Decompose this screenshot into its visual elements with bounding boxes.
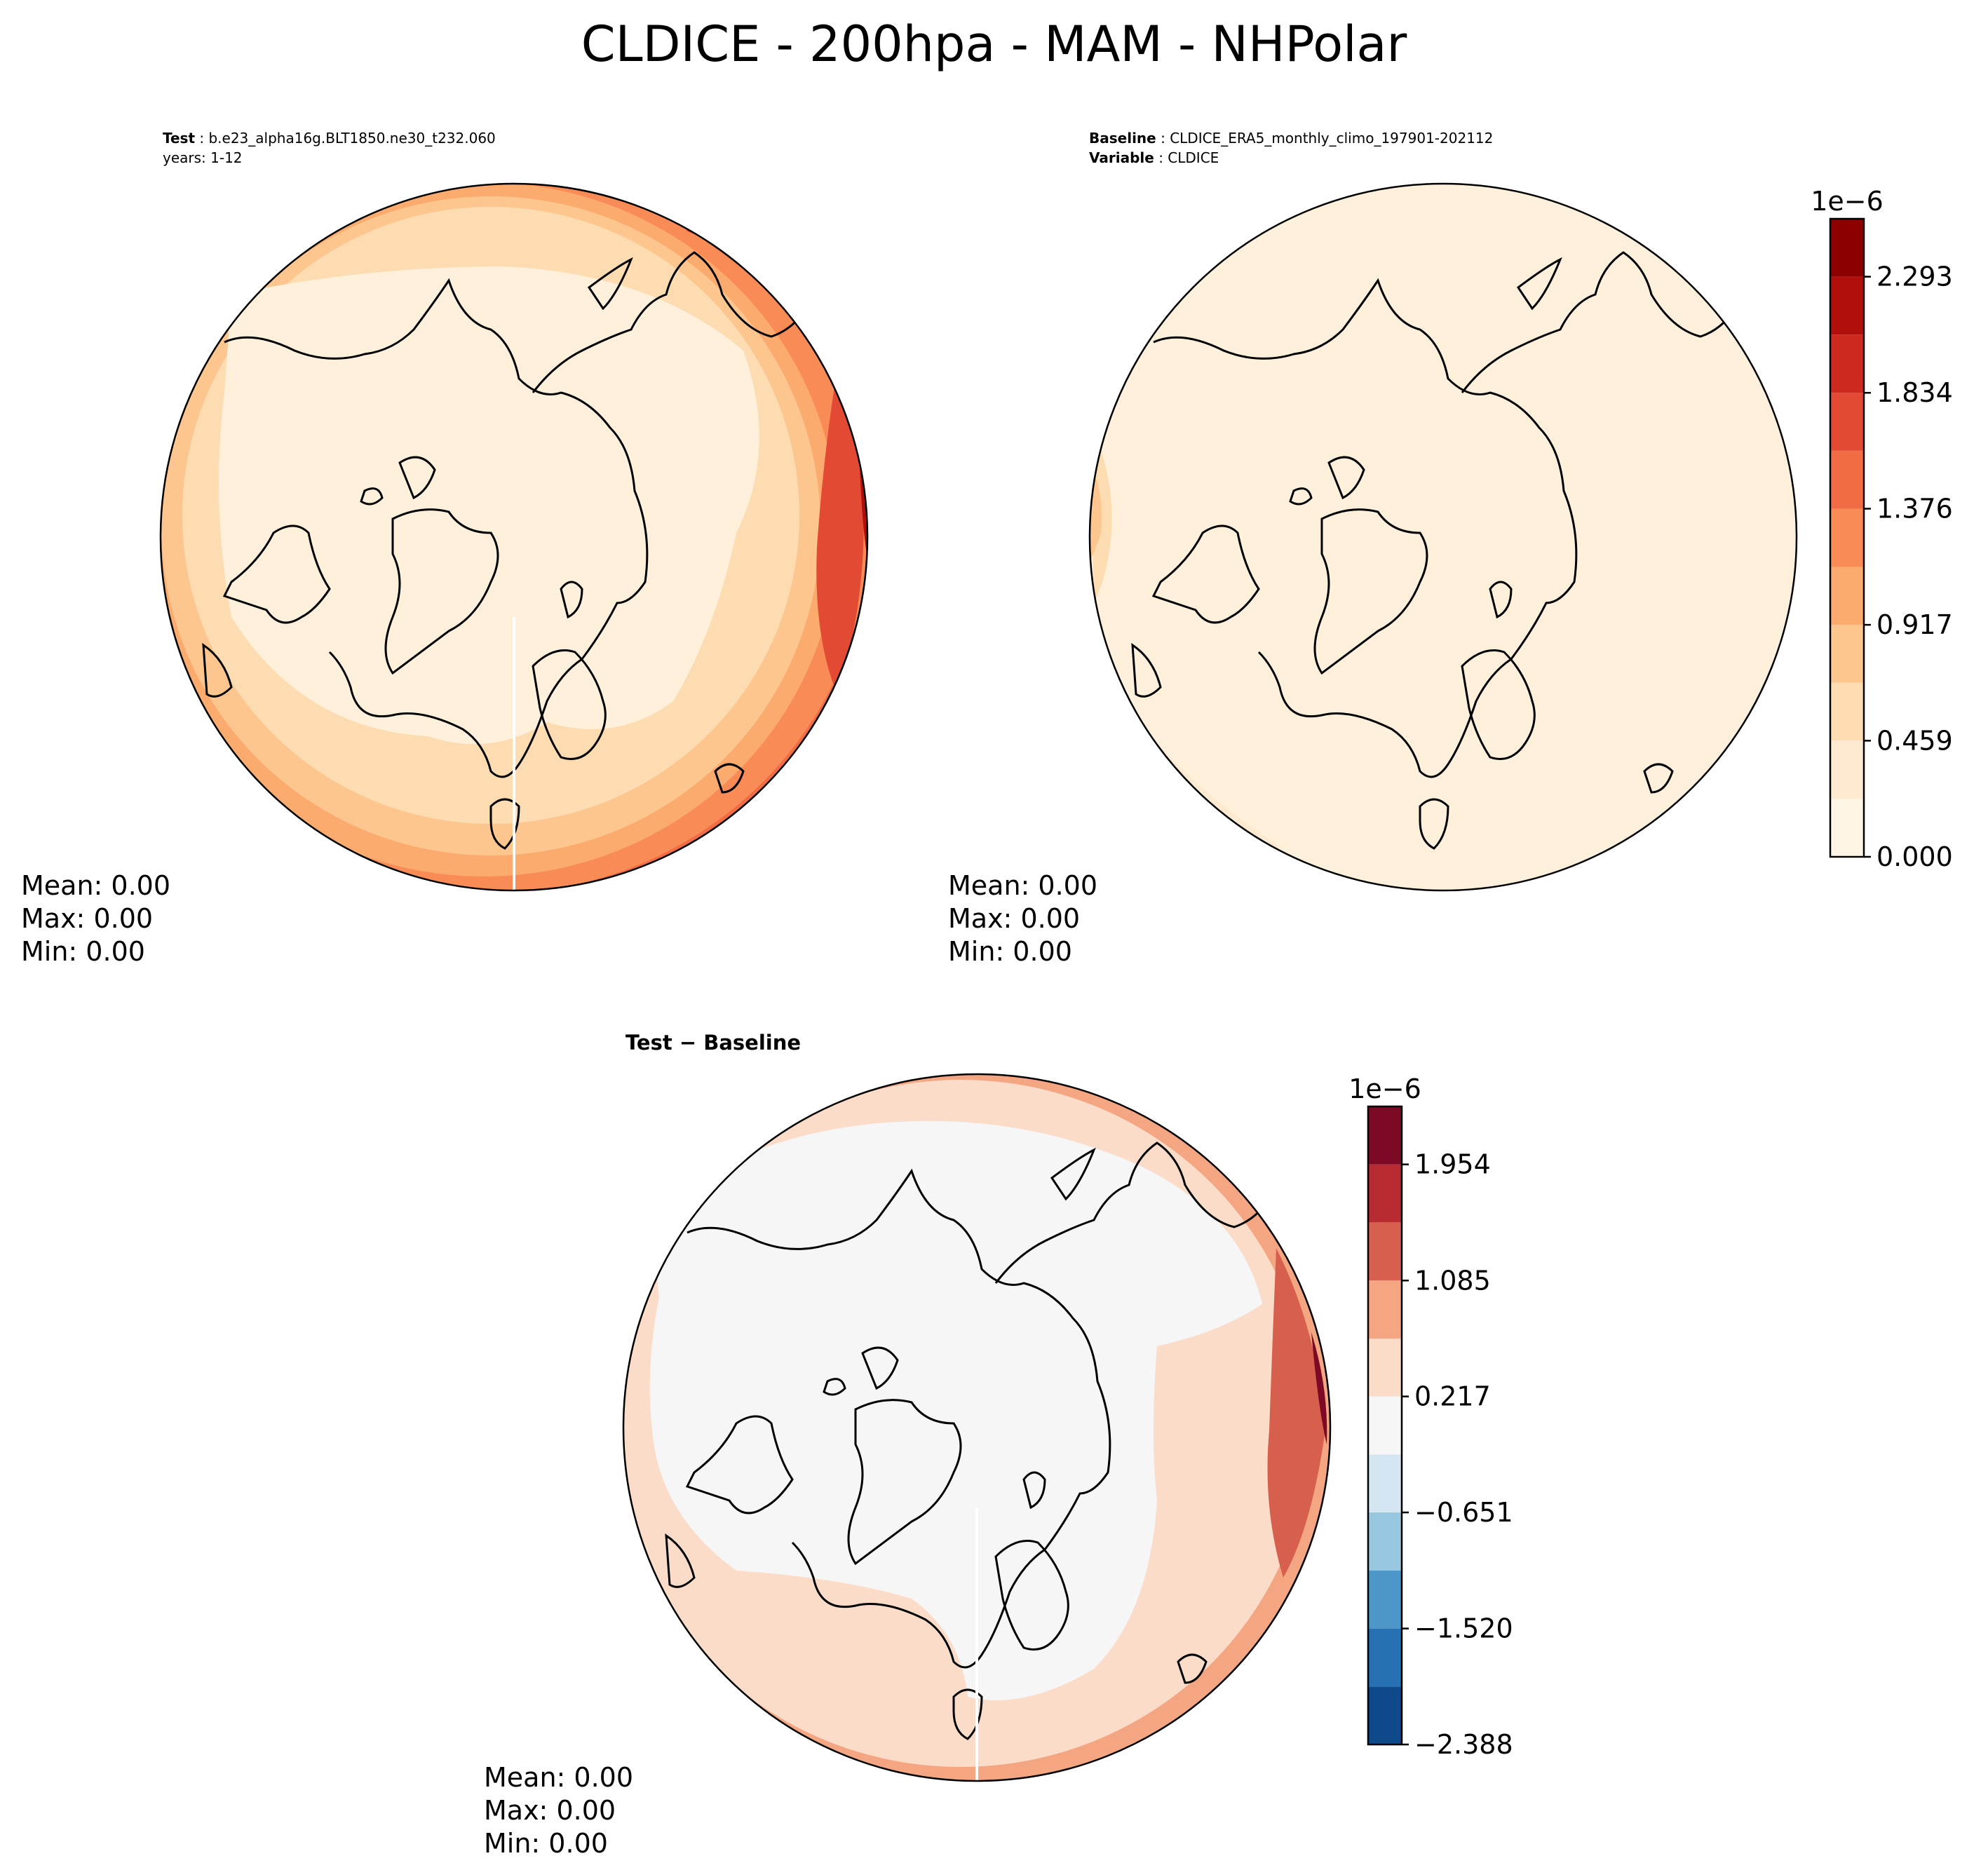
- test-colorbar: 0.000 0.459 0.917 1.376 1.834 2.293 1e−6: [1811, 186, 1953, 872]
- test-colorbar-segment: [1830, 219, 1864, 277]
- difference-colorbar-segment: [1368, 1164, 1402, 1223]
- test-colorbar-segment: [1830, 508, 1864, 567]
- difference-min: Min: 0.00: [484, 1828, 608, 1859]
- test-fill-inner: [219, 266, 759, 745]
- baseline-meta: Baseline : CLDICE_ERA5_monthly_climo_197…: [1089, 128, 1493, 168]
- difference-max: Max: 0.00: [484, 1795, 616, 1826]
- test-mean: Mean: 0.00: [21, 870, 171, 901]
- test-colorbar-tick-label: 0.917: [1877, 609, 1953, 640]
- chart-title: CLDICE - 200hpa - MAM - NHPolar: [581, 15, 1407, 73]
- baseline-mean: Mean: 0.00: [948, 870, 1098, 901]
- test-field: [161, 184, 867, 890]
- meta-sep: :: [195, 130, 209, 147]
- test-colorbar-tick-label: 0.000: [1877, 841, 1953, 872]
- difference-colorbar-tick-label: 1.085: [1414, 1265, 1491, 1296]
- difference-map: [622, 1073, 1332, 1782]
- baseline-variable-line: Variable : CLDICE: [1089, 149, 1219, 166]
- meta-sep: :: [1156, 130, 1170, 147]
- baseline-min: Min: 0.00: [948, 936, 1072, 967]
- difference-colorbar-segment: [1368, 1222, 1402, 1281]
- difference-map-border: [622, 1073, 1332, 1782]
- difference-colorbar-segment: [1368, 1454, 1402, 1513]
- difference-colorbar-segment: [1368, 1338, 1402, 1397]
- baseline-field: [1090, 184, 1797, 890]
- difference-colorbar-segment: [1368, 1280, 1402, 1339]
- difference-colorbar-segment: [1368, 1570, 1402, 1629]
- difference-colorbar-tick-label: 1.954: [1414, 1149, 1491, 1180]
- test-colorbar-segment: [1830, 334, 1864, 393]
- difference-colorbar-tick-label: −2.388: [1414, 1729, 1513, 1760]
- baseline-coastlines: [1131, 251, 1737, 850]
- baseline-case-line: Baseline : CLDICE_ERA5_monthly_climo_197…: [1089, 130, 1494, 147]
- difference-colorbar-segment: [1368, 1686, 1402, 1744]
- test-colorbar-segment: [1830, 276, 1864, 335]
- baseline-map: [1088, 182, 1798, 892]
- difference-title: Test − Baseline: [626, 1031, 802, 1055]
- difference-colorbar-segment: [1368, 1396, 1402, 1455]
- test-colorbar-tick-label: 0.459: [1877, 725, 1953, 756]
- baseline-stats: Mean: 0.00 Max: 0.00 Min: 0.00: [948, 869, 1097, 968]
- difference-stats: Mean: 0.00 Max: 0.00 Min: 0.00: [484, 1761, 633, 1860]
- test-map-border: [159, 182, 869, 892]
- difference-colorbar-segment: [1368, 1512, 1402, 1571]
- test-meta: Test : b.e23_alpha16g.BLT1850.ne30_t232.…: [163, 128, 496, 168]
- baseline-fill-base: [1090, 184, 1797, 890]
- test-colorbar-segment: [1830, 625, 1864, 683]
- test-years-line: years: 1-12: [163, 149, 243, 166]
- difference-fill-east-high: [1267, 1248, 1325, 1578]
- test-stats: Mean: 0.00 Max: 0.00 Min: 0.00: [21, 869, 170, 968]
- test-colorbar-segment: [1830, 393, 1864, 451]
- difference-field: [623, 1074, 1330, 1781]
- test-colorbar-tick-label: 2.293: [1877, 262, 1953, 292]
- baseline-max: Max: 0.00: [948, 903, 1081, 934]
- test-colorbar-segment: [1830, 682, 1864, 741]
- difference-colorbar-segment: [1368, 1106, 1402, 1165]
- meta-sep: :: [1154, 149, 1168, 166]
- test-colorbar-segment: [1830, 740, 1864, 799]
- test-max: Max: 0.00: [21, 903, 154, 934]
- difference-colorbar: −2.388 −1.520 −0.651 0.217 1.085 1.954 1e−6: [1348, 1073, 1513, 1760]
- test-colorbar-exponent: 1e−6: [1811, 186, 1884, 217]
- difference-fill-east-max: [1311, 1332, 1327, 1444]
- test-colorbar-frame: [1829, 217, 1865, 858]
- difference-colorbar-frame: [1367, 1105, 1403, 1746]
- difference-mean: Mean: 0.00: [484, 1762, 634, 1793]
- test-colorbar-segment: [1830, 567, 1864, 625]
- difference-colorbar-tick-label: −0.651: [1414, 1497, 1513, 1528]
- test-colorbar-segment: [1830, 799, 1864, 857]
- difference-coastlines: [665, 1141, 1271, 1740]
- test-coastlines: [202, 251, 808, 850]
- difference-colorbar-exponent: 1e−6: [1348, 1073, 1421, 1104]
- test-colorbar-tick-label: 1.376: [1877, 494, 1953, 524]
- difference-colorbar-segment: [1368, 1628, 1402, 1687]
- test-case-line: Test : b.e23_alpha16g.BLT1850.ne30_t232.…: [163, 130, 496, 147]
- test-colorbar-segment: [1830, 450, 1864, 509]
- test-fill-east-high: [816, 365, 864, 687]
- difference-colorbar-tick-label: 0.217: [1414, 1381, 1491, 1412]
- test-map: [159, 182, 869, 892]
- test-colorbar-tick-label: 1.834: [1877, 377, 1953, 408]
- difference-colorbar-tick-label: −1.520: [1414, 1613, 1513, 1644]
- baseline-map-border: [1088, 182, 1798, 892]
- test-min: Min: 0.00: [21, 936, 145, 967]
